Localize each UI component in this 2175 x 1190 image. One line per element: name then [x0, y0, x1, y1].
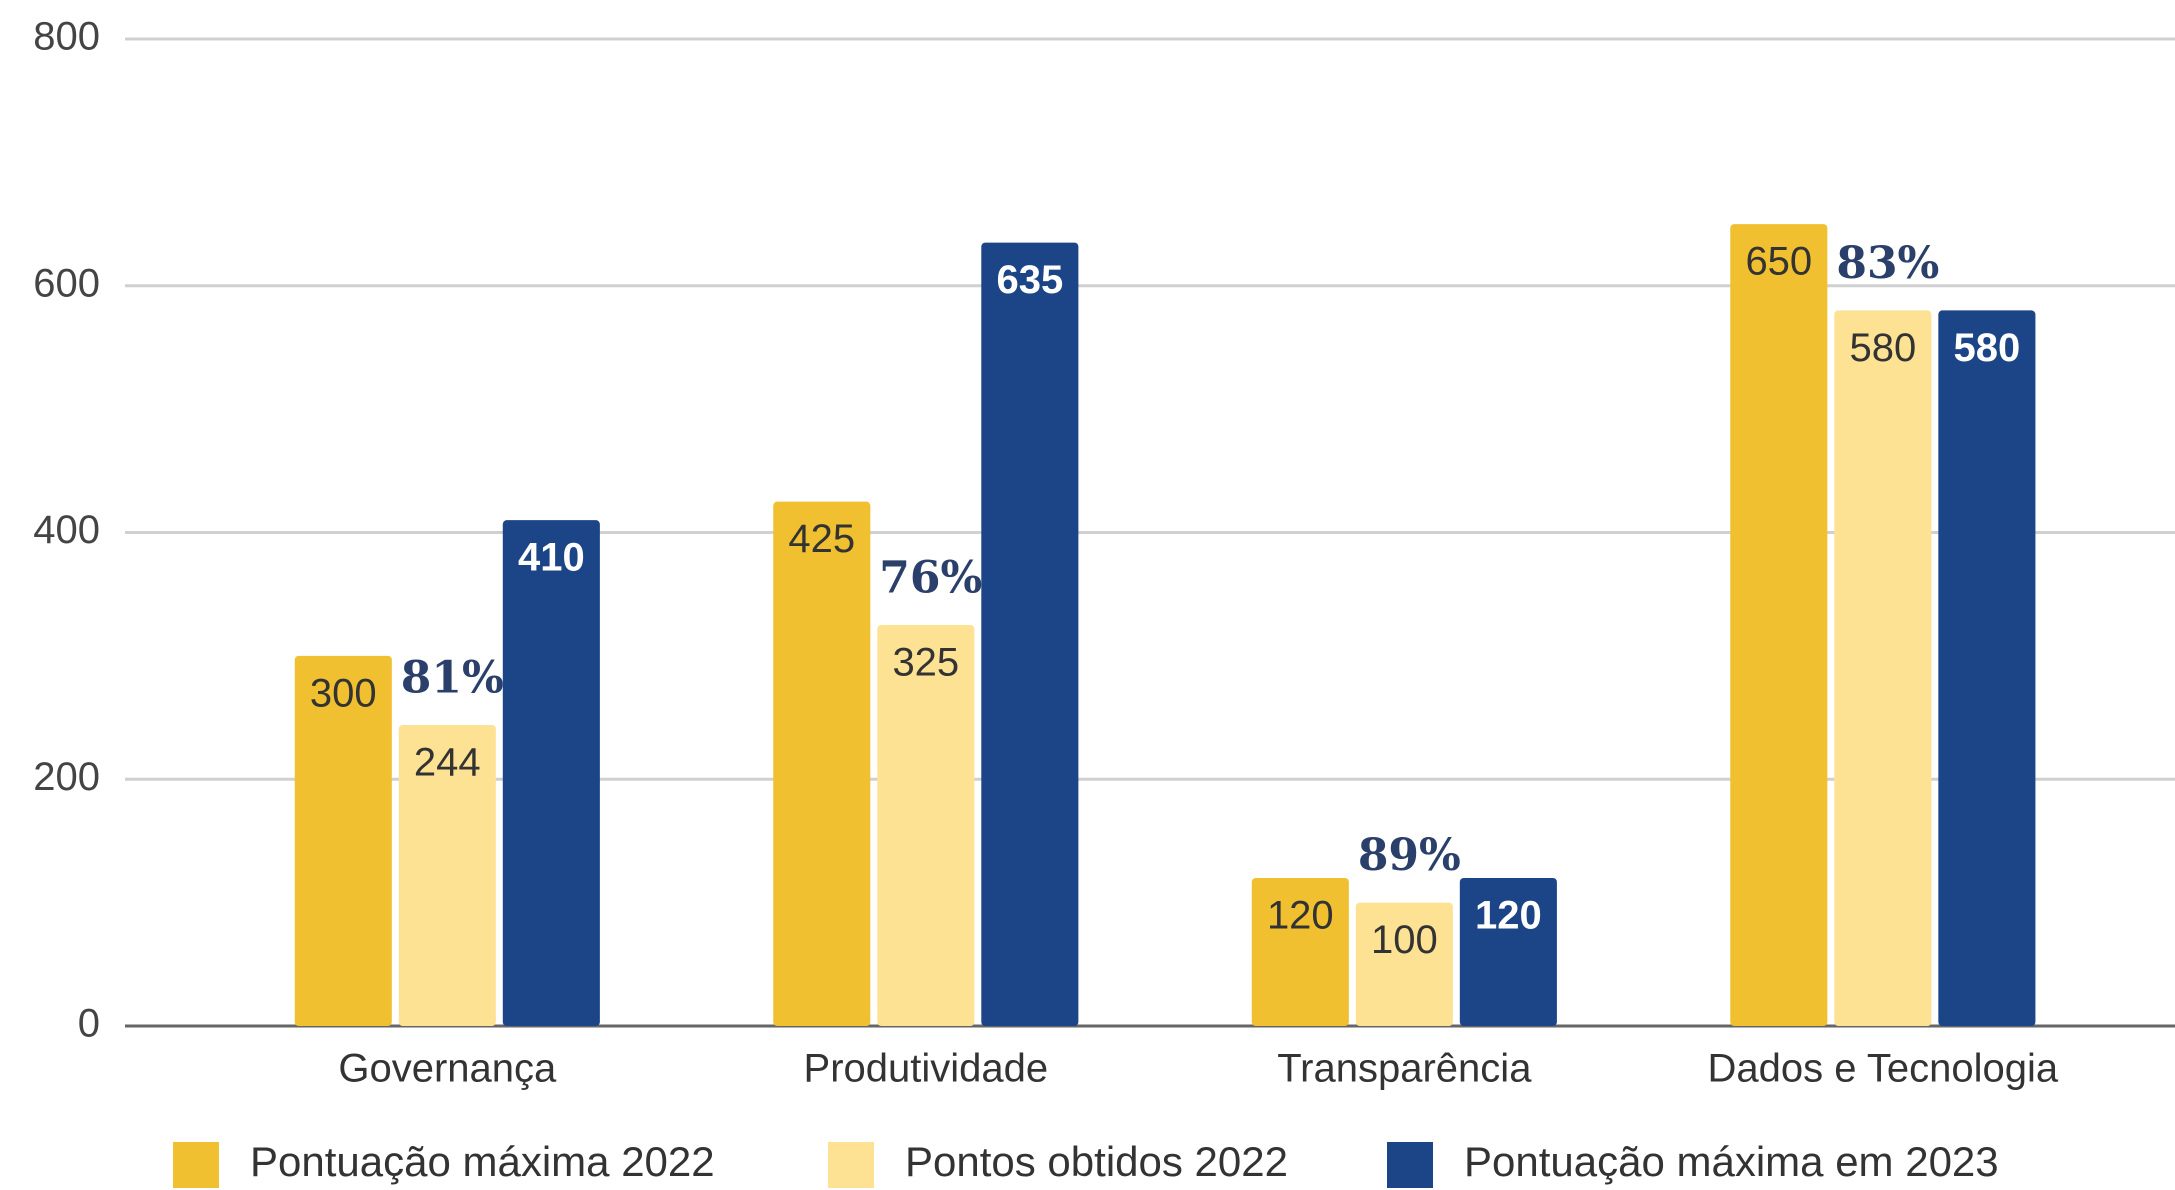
value-label: 244: [414, 741, 481, 785]
value-label: 120: [1267, 894, 1334, 938]
bar: [1938, 310, 2036, 1026]
bar: [877, 625, 975, 1026]
y-tick-label: 600: [33, 261, 100, 305]
value-label: 325: [892, 641, 959, 685]
legend-swatch: [828, 1142, 874, 1188]
value-label: 300: [310, 671, 377, 715]
value-label: 580: [1954, 326, 2021, 370]
legend-label: Pontos obtidos 2022: [905, 1138, 1288, 1185]
legend-swatch: [173, 1142, 219, 1188]
value-label: 580: [1849, 326, 1916, 370]
value-label: 425: [788, 517, 855, 561]
value-label: 120: [1475, 894, 1542, 938]
y-tick-label: 0: [78, 1002, 100, 1046]
bar: [1459, 877, 1557, 1026]
value-label: 410: [518, 536, 585, 580]
bar: [502, 520, 600, 1026]
value-label: 650: [1745, 240, 1812, 284]
legend-label: Pontuação máxima 2022: [250, 1138, 715, 1185]
y-tick-label: 200: [33, 755, 100, 799]
y-tick-label: 400: [33, 508, 100, 552]
bar: [1834, 310, 1932, 1026]
bar: [1355, 902, 1453, 1026]
bar: [294, 655, 392, 1026]
legend-label: Pontuação máxima em 2023: [1464, 1138, 1999, 1185]
bar: [398, 724, 496, 1026]
annotation: 81%: [401, 652, 504, 703]
bar: [1730, 224, 1828, 1026]
bar: [1251, 877, 1349, 1026]
bar: [981, 242, 1079, 1027]
bar: [773, 501, 871, 1026]
value-label: 100: [1371, 918, 1438, 962]
value-label: 635: [996, 258, 1063, 302]
x-tick-label: Produtividade: [804, 1047, 1049, 1091]
legend-swatch: [1387, 1142, 1433, 1188]
annotation: 83%: [1836, 238, 1939, 289]
x-tick-label: Governança: [338, 1047, 557, 1091]
annotation: 89%: [1358, 830, 1461, 881]
y-tick-label: 800: [33, 15, 100, 59]
x-tick-label: Transparência: [1277, 1047, 1532, 1091]
x-tick-label: Dados e Tecnologia: [1708, 1047, 2059, 1091]
annotation: 76%: [879, 553, 982, 604]
